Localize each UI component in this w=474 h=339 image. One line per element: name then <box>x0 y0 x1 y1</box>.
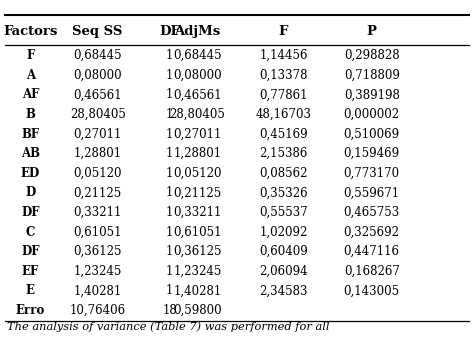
Text: 1,23245: 1,23245 <box>73 265 122 278</box>
Text: Factors: Factors <box>3 25 57 38</box>
Text: F: F <box>279 25 288 38</box>
Text: 1: 1 <box>166 226 173 239</box>
Text: 28,80405: 28,80405 <box>170 108 226 121</box>
Text: 0,168267: 0,168267 <box>344 265 400 278</box>
Text: DF: DF <box>159 25 180 38</box>
Text: 48,16703: 48,16703 <box>255 108 311 121</box>
Text: 0,61051: 0,61051 <box>73 226 122 239</box>
Text: F: F <box>26 49 35 62</box>
Text: 0,68445: 0,68445 <box>73 49 122 62</box>
Text: 1: 1 <box>166 69 173 82</box>
Text: 1,23245: 1,23245 <box>173 265 222 278</box>
Text: 0,773170: 0,773170 <box>344 167 400 180</box>
Text: 1,28801: 1,28801 <box>73 147 122 160</box>
Text: 0,465753: 0,465753 <box>344 206 400 219</box>
Text: 0,36125: 0,36125 <box>73 245 122 258</box>
Text: 2,15386: 2,15386 <box>259 147 308 160</box>
Text: 18: 18 <box>162 304 177 317</box>
Text: 1: 1 <box>166 147 173 160</box>
Text: Seq SS: Seq SS <box>73 25 123 38</box>
Text: 0,60409: 0,60409 <box>259 245 308 258</box>
Text: 1: 1 <box>166 284 173 297</box>
Text: The analysis of variance (Table 7) was performed for all: The analysis of variance (Table 7) was p… <box>7 321 329 332</box>
Text: E: E <box>26 284 35 297</box>
Text: 0,68445: 0,68445 <box>173 49 222 62</box>
Text: 0,27011: 0,27011 <box>73 127 122 141</box>
Text: EF: EF <box>22 265 39 278</box>
Text: 0,447116: 0,447116 <box>344 245 400 258</box>
Text: 1,28801: 1,28801 <box>173 147 221 160</box>
Text: 1,40281: 1,40281 <box>173 284 222 297</box>
Text: 0,33211: 0,33211 <box>73 206 122 219</box>
Text: 1: 1 <box>166 206 173 219</box>
Text: 0,21125: 0,21125 <box>73 186 122 199</box>
Text: 1: 1 <box>166 127 173 141</box>
Text: 0,05120: 0,05120 <box>73 167 122 180</box>
Text: B: B <box>25 108 35 121</box>
Text: 0,45169: 0,45169 <box>259 127 308 141</box>
Text: 0,13378: 0,13378 <box>259 69 308 82</box>
Text: 1,40281: 1,40281 <box>73 284 122 297</box>
Text: Erro: Erro <box>16 304 45 317</box>
Text: AdjMs: AdjMs <box>174 25 220 38</box>
Text: P: P <box>367 25 377 38</box>
Text: 0,46561: 0,46561 <box>73 88 122 101</box>
Text: AB: AB <box>21 147 40 160</box>
Text: 1: 1 <box>166 49 173 62</box>
Text: 1,02092: 1,02092 <box>259 226 308 239</box>
Text: 1: 1 <box>166 88 173 101</box>
Text: 2,34583: 2,34583 <box>259 284 308 297</box>
Text: 1,14456: 1,14456 <box>259 49 308 62</box>
Text: 1: 1 <box>166 167 173 180</box>
Text: 28,80405: 28,80405 <box>70 108 126 121</box>
Text: DF: DF <box>21 245 39 258</box>
Text: 0,000002: 0,000002 <box>344 108 400 121</box>
Text: 0,33211: 0,33211 <box>173 206 222 219</box>
Text: 0,159469: 0,159469 <box>344 147 400 160</box>
Text: 0,36125: 0,36125 <box>173 245 222 258</box>
Text: 0,510069: 0,510069 <box>344 127 400 141</box>
Text: 0,143005: 0,143005 <box>344 284 400 297</box>
Text: 0,46561: 0,46561 <box>173 88 222 101</box>
Text: 1: 1 <box>166 265 173 278</box>
Text: A: A <box>26 69 35 82</box>
Text: DF: DF <box>21 206 39 219</box>
Text: 0,59800: 0,59800 <box>173 304 222 317</box>
Text: ED: ED <box>21 167 40 180</box>
Text: C: C <box>26 226 35 239</box>
Text: 0,21125: 0,21125 <box>173 186 222 199</box>
Text: 0,08562: 0,08562 <box>259 167 308 180</box>
Text: 0,61051: 0,61051 <box>173 226 222 239</box>
Text: 1: 1 <box>166 245 173 258</box>
Text: AF: AF <box>22 88 39 101</box>
Text: 0,559671: 0,559671 <box>344 186 400 199</box>
Text: 0,325692: 0,325692 <box>344 226 400 239</box>
Text: 0,05120: 0,05120 <box>173 167 222 180</box>
Text: 0,718809: 0,718809 <box>344 69 400 82</box>
Text: 0,55537: 0,55537 <box>259 206 308 219</box>
Text: 0,08000: 0,08000 <box>73 69 122 82</box>
Text: D: D <box>25 186 36 199</box>
Text: 1: 1 <box>166 108 173 121</box>
Text: 0,35326: 0,35326 <box>259 186 308 199</box>
Text: 0,08000: 0,08000 <box>173 69 222 82</box>
Text: 0,389198: 0,389198 <box>344 88 400 101</box>
Text: BF: BF <box>21 127 39 141</box>
Text: 2,06094: 2,06094 <box>259 265 308 278</box>
Text: 0,27011: 0,27011 <box>173 127 222 141</box>
Text: 1: 1 <box>166 186 173 199</box>
Text: 0,77861: 0,77861 <box>259 88 308 101</box>
Text: 10,76406: 10,76406 <box>70 304 126 317</box>
Text: 0,298828: 0,298828 <box>344 49 400 62</box>
